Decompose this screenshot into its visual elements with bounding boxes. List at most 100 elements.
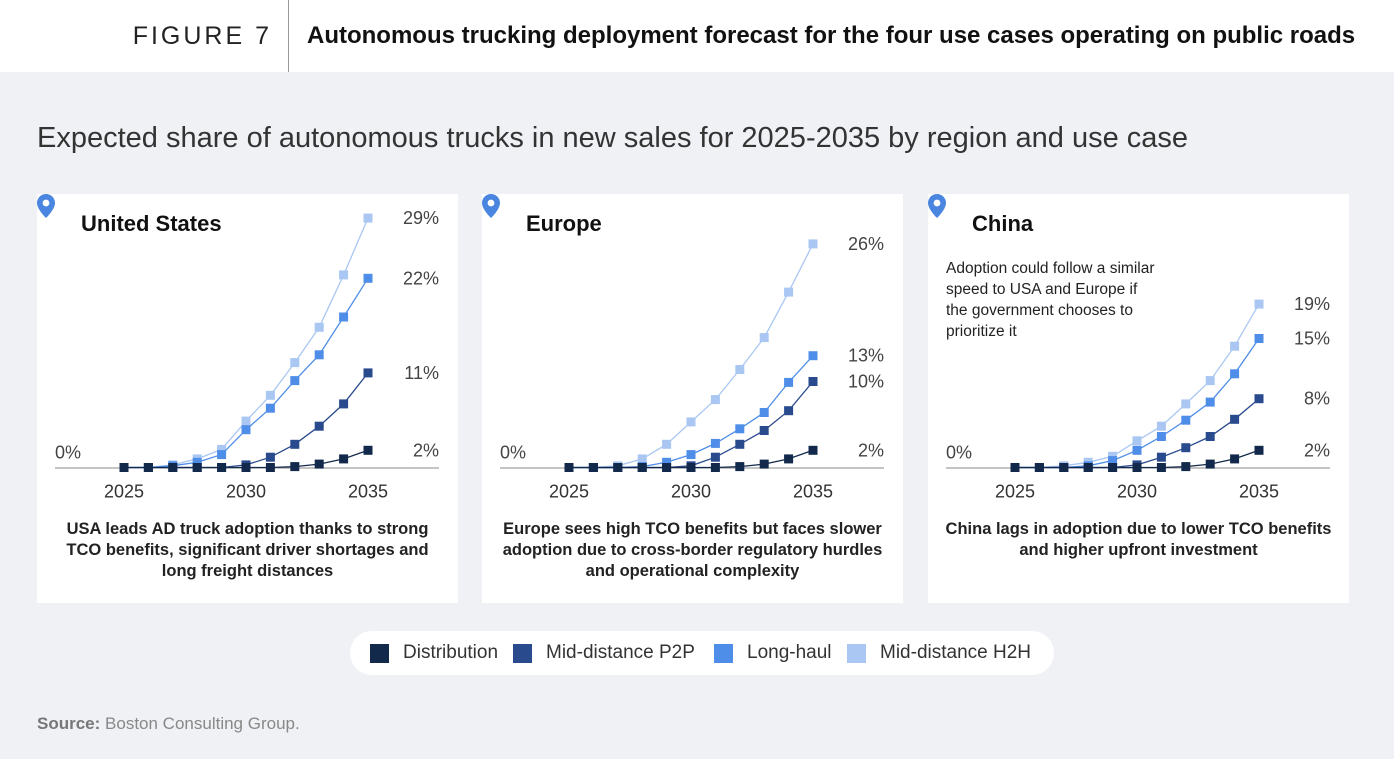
data-point bbox=[808, 351, 818, 361]
data-point bbox=[662, 457, 672, 467]
data-point bbox=[1132, 445, 1142, 455]
data-point bbox=[710, 452, 720, 462]
data-point bbox=[339, 454, 349, 464]
x-tick-label: 2035 bbox=[1239, 482, 1279, 502]
data-point bbox=[808, 445, 818, 455]
end-value-label: 10% bbox=[848, 372, 884, 392]
data-point bbox=[686, 463, 696, 472]
figure-title: Autonomous trucking deployment forecast … bbox=[307, 22, 1356, 49]
panel-caption: USA leads AD truck adoption thanks to st… bbox=[66, 520, 429, 580]
end-value-label: 22% bbox=[403, 268, 439, 288]
data-point bbox=[735, 439, 745, 449]
panel-caption: Europe sees high TCO benefits but faces … bbox=[502, 520, 883, 580]
data-point bbox=[290, 376, 300, 386]
data-point bbox=[217, 463, 227, 472]
panel-europe: Europe 0% 2025 2030 2035 2% 10% 13% 26% Europe … bbox=[482, 194, 903, 603]
data-point bbox=[314, 421, 324, 431]
x-tick-label: 2030 bbox=[1117, 482, 1157, 502]
x-tick-label: 2025 bbox=[995, 482, 1035, 502]
data-point bbox=[1059, 463, 1069, 472]
map-pin-icon bbox=[928, 194, 946, 218]
data-point bbox=[1230, 341, 1240, 351]
data-point bbox=[1132, 463, 1142, 472]
data-point bbox=[735, 365, 745, 374]
data-point bbox=[1156, 463, 1166, 472]
figure-label: FIGURE 7 bbox=[132, 22, 272, 50]
legend-swatch bbox=[370, 643, 389, 663]
data-point bbox=[241, 425, 251, 435]
end-value-label: 19% bbox=[1294, 294, 1330, 314]
data-point bbox=[1254, 394, 1264, 404]
data-point bbox=[1034, 463, 1044, 472]
data-point bbox=[1205, 459, 1215, 469]
end-value-label: 8% bbox=[1304, 389, 1330, 409]
data-point bbox=[363, 368, 373, 378]
data-point bbox=[1205, 432, 1215, 441]
y-zero-label: 0% bbox=[500, 443, 526, 463]
series-line-mid-distance-h2h bbox=[569, 243, 814, 469]
data-point bbox=[808, 239, 818, 249]
data-point bbox=[363, 273, 373, 283]
region-title: United States bbox=[81, 211, 222, 236]
data-point bbox=[241, 416, 251, 426]
data-point bbox=[1205, 376, 1215, 386]
data-point bbox=[1181, 399, 1191, 409]
x-tick-label: 2035 bbox=[348, 482, 388, 502]
data-point bbox=[339, 270, 349, 280]
data-point bbox=[808, 377, 818, 386]
legend-label: Mid-distance H2H bbox=[880, 642, 1031, 663]
map-pin-icon bbox=[482, 194, 500, 218]
legend-label: Mid-distance P2P bbox=[546, 642, 695, 663]
data-point bbox=[265, 403, 275, 413]
data-point bbox=[637, 454, 647, 464]
data-point bbox=[1108, 463, 1118, 472]
panel-united-states: United States 0% 2025 2030 2035 2% 11% 22% 29% … bbox=[37, 194, 458, 603]
data-point bbox=[1108, 456, 1118, 466]
x-tick-label: 2025 bbox=[549, 482, 589, 502]
data-point bbox=[265, 463, 275, 472]
legend-swatch bbox=[847, 643, 866, 663]
y-zero-label: 0% bbox=[946, 443, 972, 463]
region-title: Europe bbox=[526, 211, 602, 236]
data-point bbox=[192, 463, 202, 472]
data-point bbox=[217, 450, 227, 460]
data-point bbox=[290, 358, 300, 368]
data-point bbox=[710, 463, 720, 472]
data-point bbox=[290, 462, 300, 472]
data-point bbox=[1181, 415, 1191, 425]
end-value-label: 13% bbox=[848, 346, 884, 366]
data-point bbox=[1230, 369, 1240, 379]
header-bar: FIGURE 7 Autonomous trucking deployment … bbox=[0, 0, 1394, 72]
chart-subtitle: Expected share of autonomous trucks in n… bbox=[37, 122, 1189, 154]
end-value-label: 11% bbox=[404, 363, 439, 383]
data-point bbox=[735, 424, 745, 434]
panel-china: China Adoption could follow a similar sp… bbox=[928, 194, 1349, 603]
x-tick-label: 2025 bbox=[104, 482, 144, 502]
data-point bbox=[784, 287, 794, 297]
data-point bbox=[1156, 432, 1166, 441]
data-point bbox=[1254, 445, 1264, 455]
legend-item-mid-distance-p2p: Mid-distance P2P bbox=[513, 631, 695, 675]
data-point bbox=[784, 406, 794, 416]
series-line-mid-distance-p2p bbox=[1015, 398, 1260, 469]
series-line-long-haul bbox=[124, 277, 369, 469]
legend-item-long-haul: Long-haul bbox=[714, 631, 832, 675]
data-point bbox=[363, 213, 373, 223]
legend-item-distribution: Distribution bbox=[370, 631, 498, 675]
line-chart-united-states: 0% 2025 2030 2035 2% 11% 22% 29% bbox=[55, 208, 439, 502]
data-point bbox=[241, 463, 251, 472]
data-point bbox=[1156, 421, 1166, 431]
data-point bbox=[363, 445, 373, 455]
legend-swatch bbox=[513, 643, 532, 663]
source-text: Boston Consulting Group. bbox=[105, 714, 300, 733]
data-point bbox=[662, 439, 672, 449]
data-point bbox=[637, 463, 647, 472]
line-chart-china: 0% 2025 2030 2035 2% 8% 15% 19% bbox=[946, 294, 1330, 502]
data-point bbox=[1181, 462, 1191, 472]
end-value-label: 26% bbox=[848, 234, 884, 254]
legend-item-mid-distance-h2h: Mid-distance H2H bbox=[847, 631, 1031, 675]
data-point bbox=[1230, 414, 1240, 424]
data-point bbox=[735, 462, 745, 472]
data-point bbox=[1205, 397, 1215, 407]
data-point bbox=[759, 408, 769, 417]
